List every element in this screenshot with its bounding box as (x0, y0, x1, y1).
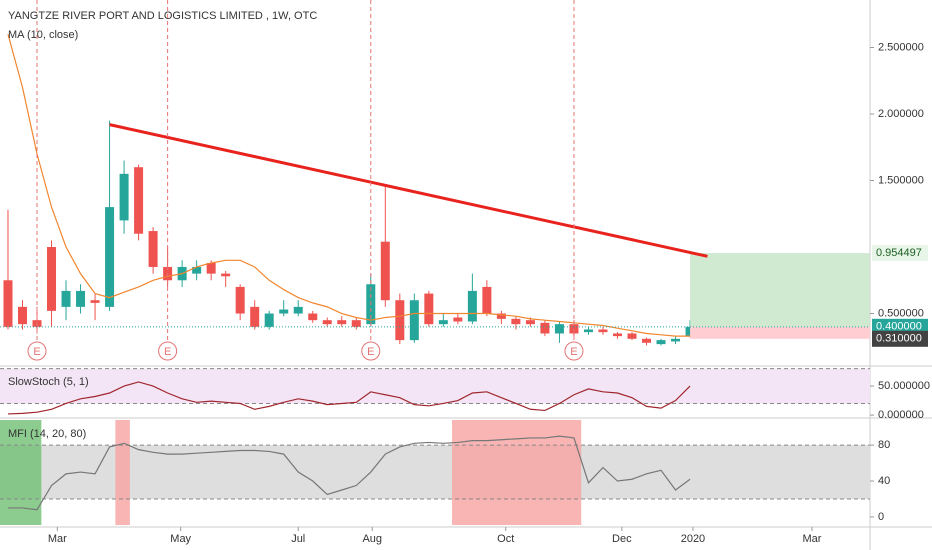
x-tick-label: May (170, 533, 191, 545)
candle-body (3, 280, 13, 327)
ma-line (7, 34, 691, 337)
earnings-label: E (570, 346, 577, 358)
zone (452, 420, 582, 525)
candle-body (540, 322, 550, 334)
candle-body (90, 300, 100, 303)
candle-body (308, 313, 318, 321)
candle-body (525, 320, 535, 325)
earnings-marker (564, 341, 584, 361)
x-tick-label: Jul (291, 533, 305, 545)
y-tick-label: 2.000000 (878, 108, 924, 120)
candle-body (337, 320, 347, 325)
candle-body (453, 317, 463, 322)
earnings-marker (158, 341, 178, 361)
y-tick-label: 40 (878, 475, 890, 487)
candle-body (583, 329, 593, 333)
y-tick-label: 1.500000 (878, 174, 924, 186)
candle-body (322, 320, 332, 325)
candle-body (569, 324, 579, 334)
x-tick-label: Mar (802, 533, 821, 545)
y-tick-label: 0.000000 (878, 409, 924, 421)
candle-body (235, 286, 245, 314)
candle-body (221, 273, 231, 277)
indicator-title: MFI (14, 20, 80) (8, 428, 86, 440)
zone (115, 420, 130, 525)
y-tick-label: 0.500000 (878, 307, 924, 319)
candle-body (17, 306, 27, 325)
chart-title: YANGTZE RIVER PORT AND LOGISTICS LIMITED… (8, 10, 317, 22)
x-tick-label: 2020 (681, 533, 705, 545)
y-tick-label: 80 (878, 439, 890, 451)
candle-body (656, 340, 666, 345)
price-tag (872, 245, 928, 262)
indicator-title: SlowStoch (5, 1) (8, 376, 89, 388)
earnings-marker (361, 341, 381, 361)
x-tick-label: Dec (612, 533, 632, 545)
candle-body (395, 300, 405, 341)
price-tag-label: 0.400000 (876, 321, 922, 333)
candle-body (61, 290, 71, 307)
candle-body (76, 290, 86, 307)
candle-body (47, 247, 57, 311)
candle-body (438, 320, 448, 325)
candle-body (424, 293, 434, 325)
candle-body (279, 309, 289, 314)
candle-body (206, 262, 216, 274)
candle-body (293, 306, 303, 314)
x-tick-label: Oct (497, 533, 514, 545)
candle-body (496, 313, 506, 319)
band (0, 368, 870, 404)
price-tag-label: 0.310000 (876, 333, 922, 345)
indicator-label: MA (10, close) (8, 29, 78, 41)
candle-body (554, 324, 564, 334)
earnings-label: E (164, 346, 171, 358)
candle-body (192, 266, 202, 274)
candle-body (105, 207, 115, 307)
earnings-marker (27, 341, 47, 361)
stop-zone (690, 326, 870, 339)
earnings-label: E (367, 346, 374, 358)
candle-body (380, 241, 390, 301)
y-tick-label: 2.500000 (878, 41, 924, 53)
indicator-line (7, 435, 691, 511)
x-tick-label: Mar (48, 533, 67, 545)
candle-body (612, 333, 622, 337)
y-tick-label: 50.000000 (878, 380, 930, 392)
candle-body (134, 167, 144, 234)
y-tick-label: 0 (878, 511, 884, 523)
candle-body (148, 231, 158, 267)
candle-body (467, 290, 477, 322)
candle-body (598, 329, 608, 333)
x-tick-label: Aug (362, 533, 382, 545)
candle-body (409, 300, 419, 341)
price-tag (872, 330, 928, 347)
candle-body (351, 320, 361, 327)
indicator-line (7, 381, 691, 415)
candle-body (671, 338, 681, 342)
price-tag-label: 0.954497 (876, 247, 922, 259)
candle-body (250, 306, 260, 327)
candle-body (511, 318, 521, 325)
candle-body (642, 338, 652, 343)
candle-body (264, 313, 274, 327)
candle-body (627, 333, 637, 339)
candle-body (482, 286, 492, 314)
target-zone (690, 253, 870, 327)
band (0, 445, 870, 499)
trendline (109, 123, 708, 258)
candle-body (119, 173, 129, 221)
earnings-label: E (33, 346, 40, 358)
